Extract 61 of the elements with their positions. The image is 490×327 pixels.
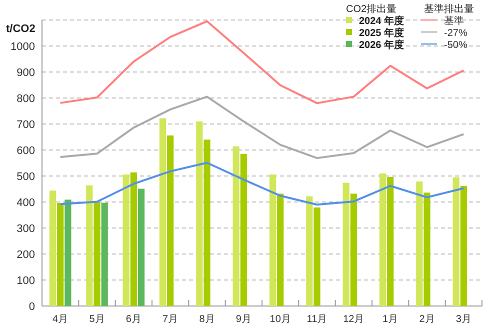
x-tick-label: 10月 [270, 314, 291, 325]
bar [122, 174, 130, 306]
text: 基準排出量 [424, 3, 474, 15]
legend-label: -50% [444, 40, 468, 51]
bar [424, 192, 430, 306]
bar [460, 186, 467, 306]
x-tick-label: 11月 [306, 314, 328, 325]
y-tick-label: 700 [16, 119, 35, 131]
bar [138, 188, 145, 306]
y-tick-label: 0 [28, 301, 35, 313]
bar [269, 174, 276, 306]
x-tick-label: 4月 [52, 314, 68, 325]
y-tick-label: 400 [16, 197, 35, 209]
y-tick-label: 600 [16, 145, 35, 157]
x-tick-label: 2月 [419, 314, 435, 325]
bar [49, 190, 56, 306]
bar [387, 177, 394, 306]
bar [277, 194, 284, 306]
bar [57, 203, 64, 306]
x-tick-label: 5月 [89, 314, 105, 325]
y-tick-label: 300 [16, 223, 35, 235]
bar [232, 146, 240, 306]
bar [64, 200, 72, 306]
x-tick-label: 9月 [236, 314, 252, 325]
x-tick-label: 6月 [126, 314, 142, 325]
bar [167, 135, 174, 306]
legend-label: 基準 [444, 15, 464, 27]
y-tick-label: 100 [16, 275, 35, 287]
bar [314, 207, 320, 306]
bar [204, 140, 210, 306]
bar [101, 202, 108, 306]
y-tick-label: 800 [16, 93, 35, 105]
bar [130, 172, 137, 306]
legend-label: 2026 年度 [359, 39, 404, 51]
line-series [59, 96, 465, 160]
bar [350, 194, 357, 306]
y-tick-label: 900 [16, 67, 35, 79]
bar [306, 196, 313, 306]
x-tick-label: 1月 [382, 314, 398, 325]
y-tick-label: 500 [16, 171, 35, 183]
legend-label: 2024 年度 [359, 15, 404, 27]
bar [452, 177, 460, 306]
bar [416, 181, 423, 306]
bar [342, 182, 350, 306]
bar [240, 154, 247, 306]
bar [159, 118, 166, 306]
y-tick-label: 200 [16, 249, 35, 261]
legend-label: -27% [444, 28, 468, 39]
y-tick-label: 1000 [10, 41, 35, 53]
bar [86, 185, 93, 306]
x-tick-label: 8月 [199, 314, 215, 325]
x-tick-label: 7月 [162, 314, 178, 325]
bar [94, 202, 100, 306]
y-axis-title: t/CO2 [6, 23, 36, 35]
x-tick-label: 12月 [343, 314, 364, 325]
bar [196, 121, 203, 306]
legend-label: 2025 年度 [359, 27, 404, 39]
bar [379, 173, 386, 306]
legend-title: CO2排出量 [346, 3, 397, 15]
line-series [59, 162, 465, 206]
x-tick-label: 3月 [456, 314, 472, 325]
